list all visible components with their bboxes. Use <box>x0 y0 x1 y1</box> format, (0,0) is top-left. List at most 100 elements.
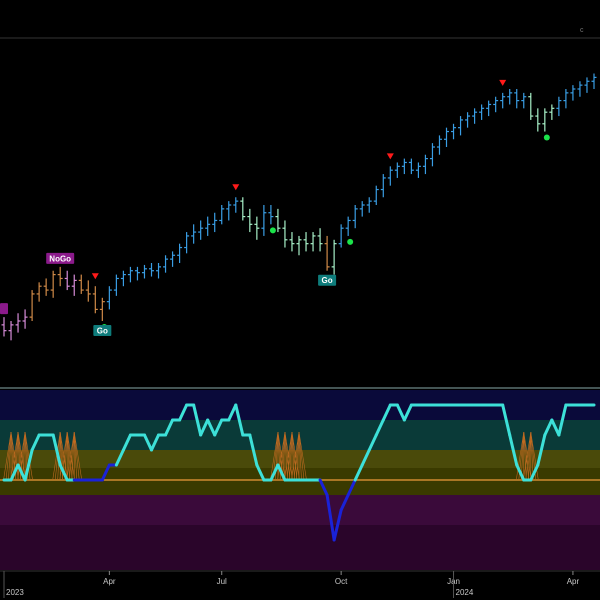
ohlc-bar <box>465 112 471 128</box>
ohlc-bar <box>486 100 492 117</box>
oscillator-panel <box>0 390 600 570</box>
ohlc-bar <box>226 201 232 221</box>
cone-line <box>284 431 293 481</box>
cone-line <box>66 431 75 481</box>
ohlc-bar <box>191 224 197 244</box>
ohlc-bar <box>444 127 449 147</box>
ohlc-bar <box>198 220 204 240</box>
signal-tag: Go <box>318 274 337 286</box>
cone-line <box>298 431 302 481</box>
year-label: 2024 <box>456 588 474 597</box>
oscillator-band <box>0 495 600 525</box>
oscillator-line-segment <box>402 403 413 422</box>
cone-marker <box>3 431 19 481</box>
ohlc-bar <box>92 286 98 314</box>
oscillator-line-segment <box>508 433 519 467</box>
oscillator-line-segment <box>9 463 20 482</box>
oscillator-line-segment <box>269 463 280 482</box>
ohlc-bar <box>310 232 316 252</box>
ohlc-bar <box>507 89 513 105</box>
oscillator-line-segment <box>234 403 245 437</box>
oscillator-line-segment <box>529 463 540 482</box>
cone-line <box>277 431 286 481</box>
signal-tag <box>0 303 8 315</box>
cone-line <box>527 431 532 481</box>
cone-line <box>66 431 73 481</box>
oscillator-line-segment <box>325 493 336 542</box>
ohlc-bar <box>570 85 576 101</box>
month-tick-label: Apr <box>567 577 580 586</box>
signal-tag-box <box>318 274 337 286</box>
oscillator-line-segment <box>164 418 175 437</box>
down-triangle-marker <box>232 184 240 191</box>
price-panel: Go Go NoGo <box>0 73 597 341</box>
oscillator-line-segment <box>142 433 153 452</box>
cone-line <box>298 431 305 481</box>
ohlc-bar <box>8 321 14 341</box>
ohlc-bar <box>163 255 169 273</box>
oscillator-line-segment <box>213 418 224 437</box>
cone-line <box>523 431 530 481</box>
cone-line <box>522 431 532 481</box>
ohlc-bar <box>359 201 365 217</box>
oscillator-line-segment <box>550 418 561 437</box>
ohlc-bar <box>373 185 379 205</box>
ohlc-bar <box>549 104 555 120</box>
ohlc-bar <box>99 297 105 321</box>
oscillator-line-segment <box>318 478 329 497</box>
ohlc-bar <box>156 263 162 279</box>
cone-line <box>22 431 26 481</box>
ohlc-bar <box>113 274 119 296</box>
ohlc-bar <box>177 243 183 263</box>
ohlc-bar <box>521 92 527 109</box>
ohlc-bar <box>141 264 147 279</box>
ohlc-bar <box>345 216 351 236</box>
cone-line <box>277 431 286 481</box>
down-triangle-marker <box>386 153 394 160</box>
ohlc-bar <box>43 278 49 296</box>
ohlc-bar <box>282 220 288 248</box>
ohlc-bar <box>422 154 428 175</box>
ohlc-bar <box>401 158 407 175</box>
cone-line <box>515 431 525 481</box>
cone-line <box>5 431 12 481</box>
signal-tag: Go <box>93 325 112 336</box>
ohlc-bar <box>233 197 239 213</box>
ohlc-bar <box>479 104 485 120</box>
cone-line <box>59 431 68 481</box>
cone-line <box>293 431 300 481</box>
corner-text: c <box>580 27 584 34</box>
ohlc-bar <box>394 162 400 178</box>
ohlc-bar <box>366 197 372 213</box>
oscillator-band <box>0 390 600 420</box>
ohlc-bar <box>514 89 520 109</box>
cone-line <box>73 431 78 481</box>
cone-line <box>291 431 295 481</box>
ohlc-bar <box>387 166 393 186</box>
cone-line <box>8 431 12 481</box>
oscillator-line-segment <box>206 418 217 437</box>
cone-line <box>286 431 293 481</box>
cone-line <box>52 431 61 481</box>
down-triangle-marker <box>499 79 507 86</box>
ohlc-bar <box>64 270 70 291</box>
ohlc-bar <box>71 274 77 296</box>
oscillator-line-segment <box>248 433 259 467</box>
oscillator-line-segment <box>16 463 27 482</box>
ohlc-bar <box>436 135 442 155</box>
ohlc-bar <box>577 81 583 97</box>
cone-line <box>296 431 300 481</box>
cone-line <box>298 431 307 481</box>
year-label: 2023 <box>6 588 24 597</box>
cone-line <box>520 431 525 481</box>
cone-line <box>17 431 26 481</box>
cone-line <box>523 431 532 481</box>
cone-line <box>10 431 19 481</box>
ohlc-bar <box>331 239 337 275</box>
ohlc-bar <box>106 286 112 310</box>
ohlc-bar <box>22 309 28 329</box>
oscillator-line-segment <box>332 508 343 542</box>
cone-marker <box>284 431 300 481</box>
ohlc-bar <box>78 274 84 294</box>
